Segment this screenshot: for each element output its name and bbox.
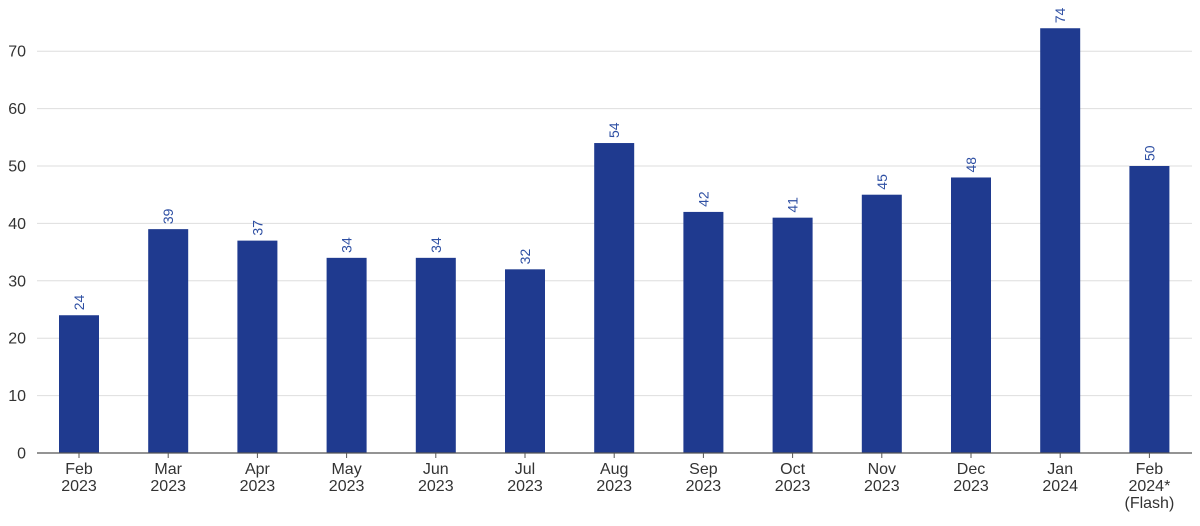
- y-tick-label-0: 0: [17, 446, 26, 463]
- y-tick-label-10: 10: [8, 388, 26, 405]
- x-tick-label-10: Dec 2023: [953, 461, 989, 495]
- y-axis: 0 10 20 30 40 50 60 70: [8, 44, 26, 463]
- data-label-0: 24: [71, 294, 87, 310]
- bar-3: [326, 257, 367, 453]
- y-tick-label-30: 30: [8, 273, 26, 290]
- data-label-3: 34: [339, 237, 355, 253]
- data-label-9: 45: [874, 174, 890, 190]
- y-tick-label-50: 50: [8, 159, 26, 176]
- bar-12: [1129, 166, 1170, 453]
- x-tick-label-8: Oct 2023: [775, 461, 811, 495]
- x-tick-label-2: Apr 2023: [240, 461, 276, 495]
- bar-2: [237, 240, 278, 453]
- data-label-12: 50: [1141, 145, 1157, 161]
- data-label-10: 48: [963, 157, 979, 173]
- x-tick-label-5: Jul 2023: [507, 461, 543, 495]
- x-tick-label-9: Nov 2023: [864, 461, 900, 495]
- data-label-7: 42: [695, 191, 711, 207]
- bar-5: [505, 269, 545, 453]
- bar-9: [861, 194, 902, 453]
- data-label-11: 74: [1052, 7, 1068, 23]
- data-label-6: 54: [606, 122, 622, 138]
- x-tick-label-7: Sep 2023: [686, 461, 722, 495]
- data-label-4: 34: [428, 237, 444, 253]
- x-tick-label-4: Jun 2023: [418, 461, 454, 495]
- bars: [59, 28, 1170, 454]
- bar-11: [1040, 28, 1081, 454]
- x-tick-label-12: Feb 2024* (Flash): [1125, 461, 1175, 512]
- y-tick-label-20: 20: [8, 331, 26, 348]
- y-tick-label-40: 40: [8, 216, 26, 233]
- x-axis: Feb 2023 Mar 2023 Apr 2023 May 2023 Jun 2023 Jul 20…: [37, 452, 1192, 512]
- data-label-8: 41: [785, 197, 801, 213]
- data-label-5: 32: [517, 249, 533, 265]
- data-label-2: 37: [249, 220, 265, 236]
- bar-4: [415, 257, 456, 453]
- data-label-1: 39: [160, 208, 176, 224]
- x-tick-label-1: Mar 2023: [150, 461, 186, 495]
- bar-0: [59, 315, 99, 453]
- x-tick-label-3: May 2023: [329, 461, 365, 495]
- y-tick-label-60: 60: [8, 101, 26, 118]
- x-tick-label-0: Feb 2023: [61, 461, 97, 495]
- bar-7: [683, 211, 724, 453]
- bar-6: [594, 143, 635, 454]
- bar-8: [772, 217, 813, 453]
- x-tick-label-6: Aug 2023: [596, 461, 632, 495]
- y-tick-label-70: 70: [8, 44, 26, 61]
- data-labels: 24 39 37 34 34 32 54 42 41 45 48 74 50: [71, 7, 1157, 310]
- bar-1: [148, 229, 189, 453]
- x-tick-label-11: Jan 2024: [1042, 461, 1078, 495]
- bar-10: [951, 177, 991, 454]
